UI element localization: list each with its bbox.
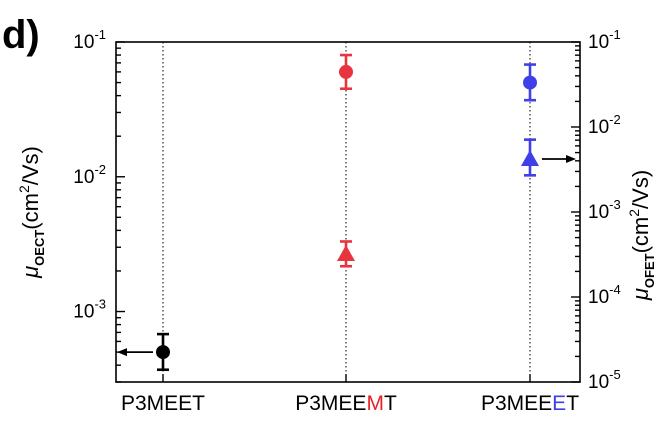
axis-arrow-left — [117, 348, 153, 357]
axis-titles: μOECT(cm2/Vs) μOFET(cm2/Vs) — [16, 146, 657, 301]
circle-point-2 — [523, 63, 537, 102]
left-tick-label: 10-2 — [73, 162, 106, 188]
triangle-point-1 — [521, 138, 539, 177]
axis-ticks — [116, 41, 580, 383]
triangle-marker — [521, 150, 539, 167]
category-label: P3MEET — [121, 392, 205, 415]
data-marks — [117, 53, 576, 372]
tick-labels: 10-3 10-2 10-1 10-5 10-4 10-3 10-2 10-1 P3MEET P3… — [73, 27, 620, 415]
right-axis-title: μOFET(cm2/Vs) — [626, 170, 657, 301]
category-label: P3MEEET — [481, 392, 579, 415]
left-tick-label: 10-3 — [73, 297, 106, 323]
right-tick-label: 10-3 — [588, 197, 621, 223]
right-tick-label: 10-1 — [588, 27, 621, 53]
triangle-marker — [337, 245, 355, 262]
left-tick-label: 10-1 — [73, 27, 106, 53]
panel-label: d) — [2, 13, 40, 57]
circle-marker — [339, 64, 353, 79]
triangle-point-0 — [337, 240, 355, 268]
circle-marker — [523, 75, 537, 90]
plot-frame — [115, 41, 581, 383]
circle-point-0 — [156, 332, 170, 372]
left-axis-title: μOECT(cm2/Vs) — [16, 146, 47, 279]
category-label: P3MEEMT — [295, 392, 397, 415]
right-tick-label: 10-2 — [588, 112, 621, 138]
arrow-head — [566, 155, 576, 164]
right-tick-label: 10-5 — [588, 367, 621, 393]
circle-marker — [156, 345, 170, 360]
category-gridlines — [162, 42, 531, 382]
axis-arrow-right — [542, 155, 576, 164]
circle-point-1 — [339, 53, 353, 91]
arrow-head — [117, 348, 127, 357]
right-tick-label: 10-4 — [588, 282, 621, 308]
